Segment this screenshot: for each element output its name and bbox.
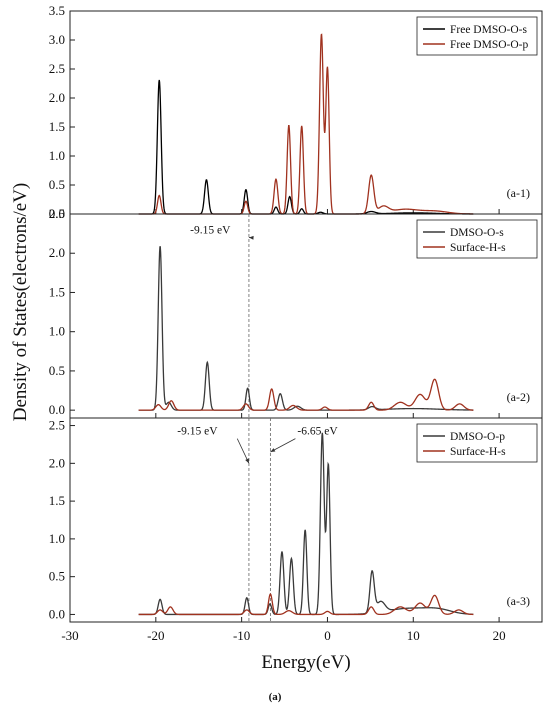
- series-line-free-dmso-o-s: [138, 79, 474, 215]
- legend-label: Surface-H-s: [450, 242, 506, 254]
- y-tick-label: 3.5: [49, 3, 65, 18]
- annotation-label: -9.15 eV: [177, 426, 218, 438]
- annotation-arrow: [270, 438, 296, 453]
- y-tick-label: 1.0: [49, 531, 65, 546]
- panel-label: (a-2): [507, 390, 530, 404]
- annotation-label: -6.65 eV: [297, 426, 338, 438]
- y-tick-label: 3.0: [49, 32, 65, 47]
- y-tick-label: 1.0: [49, 324, 65, 339]
- series-line-dmso-o-s: [138, 246, 474, 411]
- legend-box: [416, 16, 538, 56]
- annotation-arrowhead: [270, 448, 276, 452]
- legend-box: [416, 219, 538, 259]
- legend-label: Surface-H-s: [450, 446, 506, 458]
- annotation-arrowhead: [248, 235, 254, 240]
- annotation-label: -9.15 eV: [190, 225, 231, 237]
- y-tick-label: 1.5: [49, 493, 65, 508]
- x-tick-label: 0: [324, 628, 331, 643]
- x-tick-label: -20: [147, 628, 164, 643]
- x-tick-label: -10: [233, 628, 250, 643]
- panel-label: (a-3): [507, 594, 530, 608]
- y-tick-label: 2.5: [49, 418, 65, 433]
- legend-label: DMSO-O-s: [450, 227, 504, 239]
- panel-label: (a-1): [507, 186, 530, 200]
- x-tick-label: 20: [493, 628, 506, 643]
- y-tick-label: 0.0: [49, 606, 65, 621]
- y-tick-label: 0.5: [49, 177, 65, 192]
- y-axis-title: Density of States(electrons/eV): [10, 183, 31, 421]
- y-tick-label: 1.0: [49, 148, 65, 163]
- series-line-surface-h-s: [138, 593, 474, 616]
- panel-2: 0.0 0.5 1.0 1.5 2.0 2.5 -9.15 eV DMSO-O-s Surfac…: [49, 206, 543, 419]
- series-line-free-dmso-o-p: [138, 33, 474, 215]
- y-tick-label: 1.5: [49, 119, 65, 134]
- legend-label: DMSO-O-p: [450, 431, 505, 443]
- panel-frame: [69, 417, 543, 623]
- panel-3: 0.0 0.5 1.0 1.5 2.0 2.5 -30 -20 -10 0 10 20 -9.15 eV…: [49, 417, 543, 643]
- annotation-arrowhead: [245, 458, 249, 464]
- panels-group: 0.0 0.5 1.0 1.5 2.0 2.5 3.0 3.5 Free DMSO-O-s Fre…: [49, 3, 543, 643]
- y-tick-label: 2.0: [49, 455, 65, 470]
- y-tick-label: 2.5: [49, 206, 65, 221]
- x-axis-title: Energy(eV): [261, 652, 350, 673]
- x-tick-label: 10: [407, 628, 420, 643]
- x-tick-label: -30: [61, 628, 78, 643]
- y-tick-label: 0.5: [49, 569, 65, 584]
- y-tick-label: 2.0: [49, 90, 65, 105]
- y-tick-label: 0.0: [49, 402, 65, 417]
- y-tick-label: 1.5: [49, 284, 65, 299]
- y-tick-label: 0.0: [49, 206, 65, 221]
- legend-label: Free DMSO-O-s: [450, 24, 528, 36]
- legend-label: Free DMSO-O-p: [450, 39, 529, 51]
- y-tick-label: 0.5: [49, 363, 65, 378]
- series-line-surface-h-s: [138, 378, 474, 411]
- legend-box: [416, 423, 538, 463]
- y-tick-label: 2.0: [49, 245, 65, 260]
- panel-1: 0.0 0.5 1.0 1.5 2.0 2.5 3.0 3.5 Free DMSO-O-s Fre…: [49, 3, 543, 221]
- y-tick-label: 2.5: [49, 61, 65, 76]
- figure-caption: (a): [269, 691, 282, 703]
